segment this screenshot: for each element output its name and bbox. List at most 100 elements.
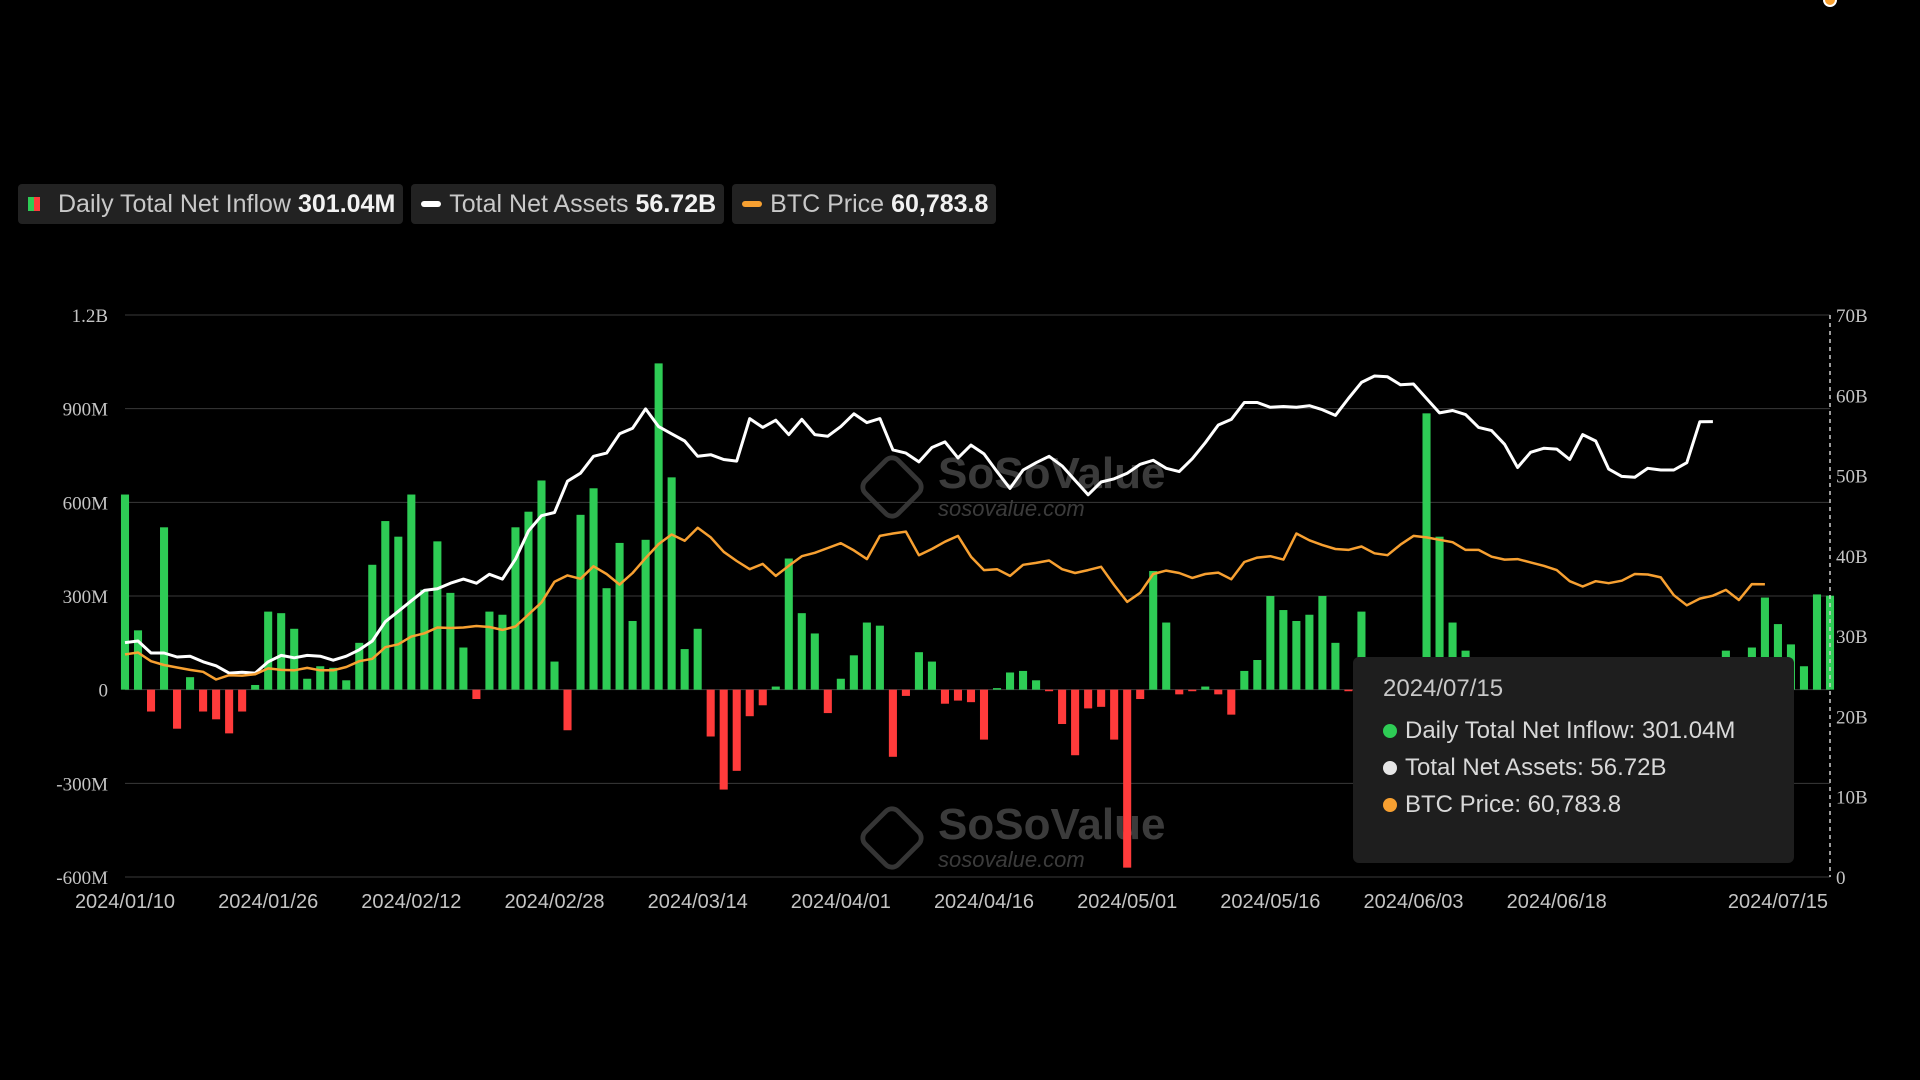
tooltip-assets-text: Total Net Assets: 56.72B	[1405, 753, 1667, 781]
x-tick-label: 2024/07/15	[1728, 891, 1828, 913]
inflow-bar	[1448, 622, 1457, 690]
inflow-bar	[1175, 689, 1184, 695]
inflow-bar	[862, 622, 871, 690]
inflow-bar	[355, 642, 364, 690]
y-right-tick-label: 40B	[1836, 547, 1868, 568]
x-tick-label: 2024/01/26	[218, 891, 318, 913]
inflow-bar	[199, 689, 208, 712]
y-left-tick-label: 0	[99, 681, 109, 702]
btc-point-marker	[1823, 0, 1837, 7]
inflow-bar	[1136, 689, 1145, 700]
inflow-bar	[1266, 596, 1275, 690]
inflow-bar	[1162, 622, 1171, 690]
x-tick-label: 2024/05/01	[1077, 891, 1177, 913]
inflow-bar	[133, 630, 143, 690]
inflow-bar	[901, 689, 910, 696]
inflow-bar	[1019, 670, 1028, 690]
inflow-bar	[550, 661, 559, 690]
tooltip-date: 2024/07/15	[1383, 675, 1504, 702]
inflow-bar	[238, 689, 247, 712]
watermark-sub: sosovalue.com	[938, 847, 1085, 872]
btc-price-line	[124, 526, 1765, 681]
y-right-tick-label: 50B	[1836, 467, 1868, 488]
inflow-bar	[667, 477, 676, 690]
legend-assets[interactable]: Total Net Assets 56.72B	[411, 184, 725, 224]
inflow-bar	[342, 680, 351, 690]
inflow-bar	[1058, 689, 1067, 725]
inflow-bar	[459, 647, 468, 690]
legend-inflow[interactable]: Daily Total Net Inflow 301.04M	[18, 184, 404, 224]
inflow-bar	[758, 689, 767, 706]
inflow-bar	[680, 649, 689, 690]
legend-inflow-label: Daily Total Net Inflow	[58, 189, 291, 218]
inflow-bar	[1292, 620, 1301, 690]
y-right-tick-label: 30B	[1836, 627, 1868, 648]
inflow-bar	[1214, 689, 1223, 695]
inflow-bar	[212, 689, 221, 720]
inflow-bar	[576, 514, 585, 690]
inflow-bar	[329, 667, 338, 690]
inflow-bar	[446, 592, 455, 690]
inflow-bar	[303, 678, 312, 690]
white-dot-icon	[1383, 760, 1397, 775]
legend-btc[interactable]: BTC Price 60,783.8	[732, 184, 997, 224]
y-left-tick-label: -600M	[56, 868, 108, 889]
inflow-bar	[537, 480, 546, 690]
x-tick-label: 2024/02/28	[504, 891, 604, 913]
inflow-bar	[1240, 670, 1249, 690]
inflow-bar	[914, 652, 923, 690]
legend-assets-label: Total Net Assets	[449, 189, 629, 218]
inflow-bar	[1227, 689, 1236, 715]
tooltip-inflow-text: Daily Total Net Inflow: 301.04M	[1405, 716, 1736, 744]
inflow-bar	[745, 689, 754, 717]
inflow-bar	[1006, 672, 1015, 690]
y-left-tick-label: 600M	[63, 493, 109, 514]
inflow-bar	[823, 689, 832, 714]
inflow-bar	[589, 488, 598, 690]
legend-assets-value: 56.72B	[635, 189, 717, 218]
inflow-bar	[1149, 571, 1158, 690]
inflow-bar	[1435, 536, 1444, 690]
inflow-bar	[654, 363, 663, 690]
y-right-tick-label: 20B	[1836, 707, 1868, 728]
inflow-bar	[1201, 686, 1210, 690]
legend-btc-label: BTC Price	[770, 189, 885, 218]
inflow-bar	[1279, 610, 1288, 690]
inflow-bar	[1097, 689, 1106, 707]
inflow-bar	[1253, 660, 1262, 690]
inflow-bar	[225, 689, 234, 734]
inflow-bar	[1773, 624, 1782, 690]
tooltip-row-inflow: Daily Total Net Inflow: 301.04M	[1383, 712, 1794, 749]
inflow-bar	[1799, 666, 1809, 690]
inflow-bar	[784, 558, 793, 690]
inflow-bar	[1084, 689, 1093, 709]
inflow-bar	[146, 689, 156, 712]
inflow-bar	[277, 613, 286, 690]
y-right-tick-label: 10B	[1836, 788, 1868, 809]
inflow-bar	[1045, 689, 1054, 692]
inflow-bar	[1188, 689, 1197, 692]
tooltip-row-assets: Total Net Assets: 56.72B	[1383, 749, 1794, 786]
inflow-bar	[1760, 597, 1769, 690]
inflow-bar	[732, 689, 741, 771]
tooltip-row-btc: BTC Price: 60,783.8	[1383, 786, 1794, 823]
inflow-bar	[1032, 680, 1041, 690]
btc-swatch-icon	[742, 201, 763, 207]
y-right-tick-label: 60B	[1836, 386, 1868, 407]
x-tick-label: 2024/05/16	[1220, 891, 1320, 913]
inflow-bar	[966, 689, 976, 703]
inflow-bar	[1422, 413, 1431, 690]
legend: Daily Total Net Inflow 301.04M Total Net…	[18, 184, 997, 224]
inflow-bar	[1305, 614, 1314, 690]
inflow-bar	[472, 689, 481, 700]
inflow-bar	[511, 527, 520, 690]
inflow-bar	[264, 611, 273, 690]
inflow-bar	[524, 511, 533, 690]
inflow-bar	[1110, 689, 1119, 740]
inflow-bar	[849, 655, 858, 690]
inflow-bar	[420, 589, 429, 690]
x-tick-label: 2024/06/18	[1507, 891, 1607, 913]
green-dot-icon	[1383, 723, 1397, 738]
inflow-bar	[251, 684, 260, 690]
